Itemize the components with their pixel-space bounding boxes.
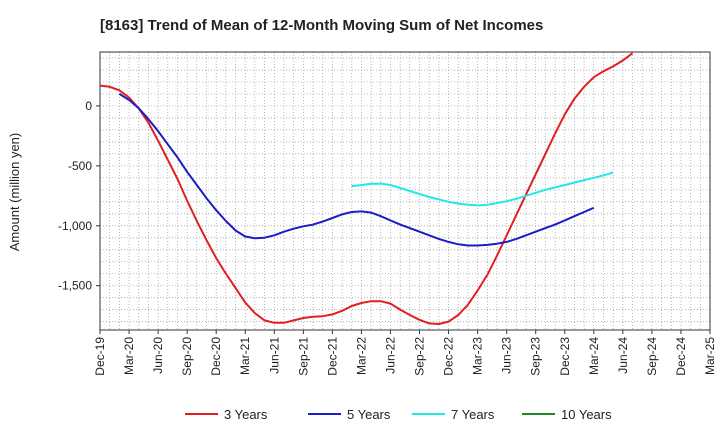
y-tick-label: -1,000 [58, 219, 92, 233]
x-tick-label: Mar-25 [703, 337, 717, 375]
x-tick-label: Sep-24 [645, 337, 659, 376]
x-tick-label: Dec-24 [674, 337, 688, 376]
chart-title: [8163] Trend of Mean of 12-Month Moving … [100, 17, 543, 34]
x-tick-label: Jun-23 [500, 337, 514, 374]
legend-label: 10 Years [561, 407, 612, 422]
legend-label: 3 Years [224, 407, 268, 422]
x-tick-label: Dec-21 [325, 337, 339, 376]
y-axis-label: Amount (million yen) [7, 133, 22, 252]
x-tick-label: Sep-23 [529, 337, 543, 376]
x-tick-label: Jun-21 [267, 337, 281, 374]
x-tick-label: Dec-19 [93, 337, 107, 376]
x-tick-label: Jun-20 [151, 337, 165, 374]
plot-area: 0 -500 -1,000 -1,500 Dec-19 Mar-20 Jun-20 Sep-2… [58, 51, 717, 376]
x-tick-label: Mar-23 [471, 337, 485, 375]
x-tick-label: Dec-22 [442, 337, 456, 376]
legend-item: 10 Years [522, 407, 612, 422]
y-tick-label: 0 [85, 99, 92, 113]
legend: 3 Years 5 Years 7 Years 10 Years [185, 407, 612, 422]
y-tick-label: -1,500 [58, 279, 92, 293]
legend-label: 7 Years [451, 407, 495, 422]
legend-item: 3 Years [185, 407, 268, 422]
series-line-3-years [99, 52, 634, 325]
x-tick-label: Sep-20 [180, 337, 194, 376]
plot-frame [99, 51, 711, 331]
legend-label: 5 Years [347, 407, 391, 422]
x-tick-label: Jun-22 [383, 337, 397, 374]
x-tick-label: Jun-24 [616, 337, 630, 374]
plot-background [100, 52, 710, 330]
legend-item: 7 Years [412, 407, 495, 422]
x-tick-label: Mar-21 [238, 337, 252, 375]
legend-item: 5 Years [308, 407, 391, 422]
series-line-5-years [118, 93, 595, 247]
y-tick-label: -500 [68, 159, 92, 173]
x-tick-label: Sep-21 [296, 337, 310, 376]
series-line-7-years [351, 171, 614, 207]
x-tick-label: Mar-22 [354, 337, 368, 375]
x-tick-label: Mar-24 [587, 337, 601, 375]
x-tick-label: Mar-20 [122, 337, 136, 375]
x-tick-label: Sep-22 [413, 337, 427, 376]
x-tick-label: Dec-23 [558, 337, 572, 376]
x-tick-label: Dec-20 [209, 337, 223, 376]
